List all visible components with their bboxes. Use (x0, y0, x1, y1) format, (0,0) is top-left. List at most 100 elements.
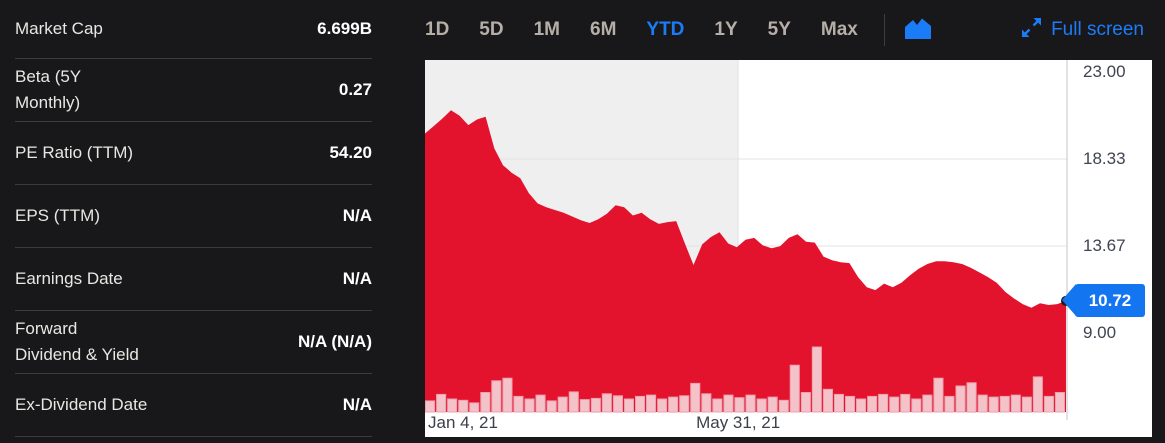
volume-bar (535, 394, 546, 413)
volume-bar (480, 392, 491, 413)
volume-bar (657, 398, 668, 413)
volume-bar (458, 399, 469, 413)
stat-label: Forward Dividend & Yield (15, 318, 139, 364)
volume-bar (811, 346, 822, 413)
volume-bar (955, 385, 966, 413)
full-screen-button[interactable]: Full screen (1021, 17, 1144, 44)
volume-bar (612, 395, 623, 413)
range-button-5y[interactable]: 5Y (767, 19, 791, 40)
range-button-ytd[interactable]: YTD (646, 19, 685, 40)
volume-bar (546, 400, 557, 413)
current-price-value: 10.72 (1088, 290, 1132, 310)
range-button-6m[interactable]: 6M (590, 19, 617, 40)
volume-bar (679, 395, 690, 413)
stat-value: N/A (342, 269, 372, 288)
stat-value: N/A (342, 395, 372, 414)
stat-label: Beta (5Y Monthly) (15, 66, 82, 112)
volume-bar (557, 396, 568, 413)
volume-bar (568, 391, 579, 413)
stat-row: Beta (5Y Monthly) 0.27 (15, 59, 372, 122)
volume-bar (745, 394, 756, 413)
volume-bar (723, 394, 734, 413)
volume-bar (635, 395, 646, 413)
volume-bar (623, 398, 634, 413)
volume-bar (999, 395, 1010, 413)
volume-bar (900, 393, 911, 413)
stat-value: 6.699B (317, 19, 372, 38)
volume-bar (1043, 395, 1055, 413)
y-tick-label: 18.33 (1083, 149, 1126, 169)
stat-value: N/A (N/A) (298, 332, 372, 351)
volume-bar (590, 397, 601, 413)
stat-label: EPS (TTM) (15, 205, 100, 225)
stat-label: Market Cap (15, 18, 103, 38)
full-screen-label: Full screen (1051, 19, 1144, 40)
stat-label: Ex-Dividend Date (15, 394, 148, 414)
y-tick-label: 13.67 (1083, 235, 1126, 255)
volume-bar (922, 394, 933, 413)
volume-bar (491, 380, 502, 413)
current-price-badge: 10.72 (1062, 284, 1145, 318)
volume-bar (513, 395, 524, 413)
price-chart-plot[interactable] (425, 60, 1071, 420)
stat-value: N/A (342, 206, 372, 225)
volume-bar (1010, 394, 1021, 413)
area-chart-icon (904, 17, 932, 43)
volume-bar (469, 402, 480, 413)
volume-bar (425, 400, 436, 413)
volume-bar (845, 395, 856, 413)
chart-toolbar: 1D 5D 1M 6M YTD 1Y 5Y Max Full screen (425, 0, 1152, 60)
stat-label: PE Ratio (TTM) (15, 142, 134, 162)
volume-bar (977, 394, 988, 413)
stat-value: 54.20 (329, 143, 372, 162)
volume-bar (911, 398, 922, 413)
volume-bar (712, 398, 723, 413)
volume-bar (524, 398, 535, 413)
volume-bar (668, 396, 679, 413)
stat-value: 0.27 (338, 80, 372, 99)
volume-bar (601, 393, 612, 413)
volume-bar (822, 388, 833, 413)
volume-bar (767, 396, 778, 413)
volume-bar (690, 382, 701, 413)
chart-type-button[interactable] (904, 17, 932, 43)
volume-bar (778, 399, 789, 413)
volume-bar (756, 398, 767, 413)
volume-bar (889, 396, 900, 413)
range-button-5d[interactable]: 5D (479, 19, 504, 40)
range-button-1y[interactable]: 1Y (714, 19, 738, 40)
stat-row: Earnings Date N/A (15, 248, 372, 311)
x-axis: Jan 4, 21 May 31, 21 (425, 412, 1068, 437)
volume-bar (867, 395, 878, 413)
volume-bar (502, 377, 513, 413)
y-tick-label: 9.00 (1083, 323, 1117, 342)
range-button-1m[interactable]: 1M (533, 19, 560, 40)
volume-bar (734, 397, 745, 413)
expand-arrows-icon (1021, 17, 1042, 44)
volume-bar (701, 393, 712, 413)
toolbar-divider (883, 14, 885, 46)
volume-bar (447, 398, 458, 413)
volume-bar (933, 377, 944, 413)
stat-row: PE Ratio (TTM) 54.20 (15, 122, 372, 185)
y-axis: 23.00 18.33 13.67 9.00 (1068, 60, 1152, 412)
stat-row: EPS (TTM) N/A (15, 185, 372, 248)
x-tick-label: Jan 4, 21 (428, 413, 498, 432)
volume-bar (833, 393, 844, 413)
volume-bar (856, 398, 867, 413)
stat-label: Earnings Date (15, 268, 123, 288)
stat-row: Market Cap 6.699B (15, 0, 372, 59)
date-range-selector: 1D 5D 1M 6M YTD 1Y 5Y Max (425, 19, 858, 41)
y-tick-label: 23.00 (1083, 62, 1126, 81)
volume-bar (646, 394, 657, 413)
x-tick-label: May 31, 21 (696, 413, 781, 432)
volume-bar (1032, 376, 1043, 413)
volume-bar (579, 399, 590, 413)
volume-bar (878, 393, 889, 413)
volume-bar (1021, 396, 1032, 413)
range-button-max[interactable]: Max (820, 19, 858, 40)
volume-bar (436, 393, 447, 413)
price-chart[interactable]: 23.00 18.33 13.67 9.00 Jan 4, 21 May 31, 21 … (425, 60, 1152, 437)
range-button-1d[interactable]: 1D (425, 19, 450, 40)
